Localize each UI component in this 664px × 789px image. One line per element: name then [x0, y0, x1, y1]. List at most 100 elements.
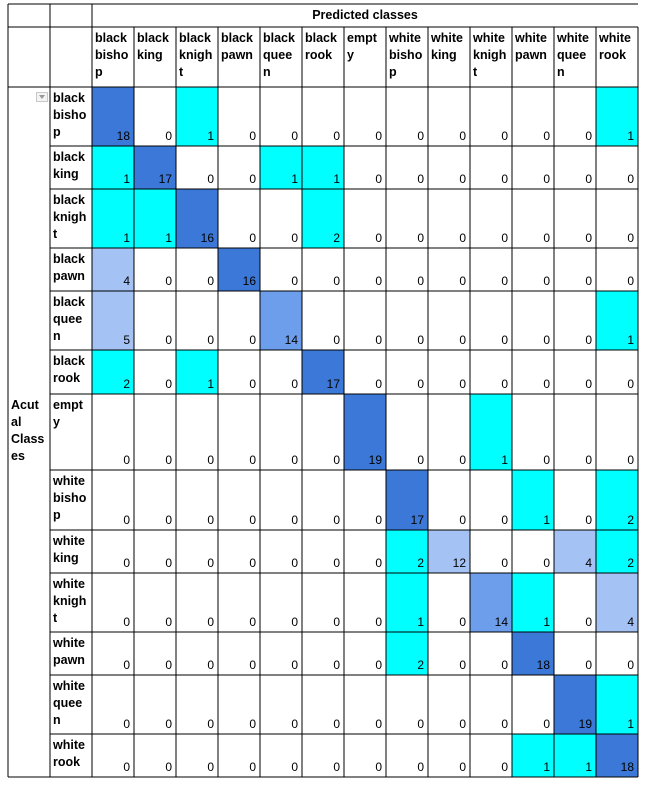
cell-value: 14	[285, 333, 299, 347]
row-label: black bisho p	[53, 91, 87, 139]
cell-value: 0	[207, 513, 214, 527]
heatmap-cell	[596, 734, 638, 777]
col-label: white king	[430, 31, 463, 62]
cell-value: 0	[333, 453, 340, 467]
cell-value: 0	[207, 760, 214, 774]
cell-value: 0	[501, 513, 508, 527]
cell-value: 0	[375, 333, 382, 347]
heatmap-cell	[92, 87, 134, 146]
heatmap-cell	[596, 530, 638, 573]
cell-value: 0	[333, 556, 340, 570]
cell-value: 19	[579, 717, 593, 731]
cell-value: 0	[207, 453, 214, 467]
cell-value: 0	[375, 172, 382, 186]
cell-value: 0	[207, 556, 214, 570]
cell-value: 0	[417, 453, 424, 467]
cell-value: 0	[417, 274, 424, 288]
cell-value: 0	[291, 377, 298, 391]
heatmap-cell	[512, 573, 554, 632]
row-label: white knigh t	[52, 577, 86, 625]
cell-value: 0	[375, 513, 382, 527]
col-label: black pawn	[221, 31, 253, 62]
cell-value: 0	[585, 615, 592, 629]
heatmap-cell	[428, 530, 470, 573]
heatmap-cell	[176, 189, 218, 248]
cell-value: 0	[165, 717, 172, 731]
cell-value: 0	[459, 453, 466, 467]
heatmap-cell	[512, 632, 554, 675]
cell-value: 2	[627, 556, 634, 570]
col-label: black king	[137, 31, 169, 62]
col-label: white rook	[598, 31, 631, 62]
cell-value: 0	[291, 274, 298, 288]
cell-value: 4	[585, 556, 592, 570]
cell-value: 0	[543, 717, 550, 731]
cell-value: 0	[249, 333, 256, 347]
cell-value: 0	[585, 129, 592, 143]
heatmap-cell	[344, 394, 386, 470]
cell-value: 1	[291, 172, 298, 186]
cell-value: 0	[165, 453, 172, 467]
cell-value: 0	[249, 513, 256, 527]
cell-value: 0	[165, 658, 172, 672]
cell-value: 2	[333, 231, 340, 245]
cell-value: 0	[123, 717, 130, 731]
cell-value: 0	[585, 453, 592, 467]
cell-value: 0	[375, 231, 382, 245]
row-label: white pawn	[52, 636, 85, 667]
cell-value: 0	[165, 377, 172, 391]
cell-value: 0	[123, 615, 130, 629]
row-label: white rook	[52, 738, 85, 769]
cell-value: 0	[375, 274, 382, 288]
cell-value: 1	[333, 172, 340, 186]
heatmap-cell	[134, 146, 176, 189]
cell-value: 0	[459, 274, 466, 288]
heatmap-cell	[260, 146, 302, 189]
row-label: black quee n	[53, 295, 85, 343]
cell-value: 0	[585, 274, 592, 288]
cell-value: 0	[375, 377, 382, 391]
cell-value: 0	[207, 274, 214, 288]
heatmap-cell	[596, 291, 638, 350]
row-label: black rook	[53, 354, 85, 385]
row-label: black king	[53, 150, 85, 181]
cell-value: 0	[417, 333, 424, 347]
cell-value: 18	[117, 129, 131, 143]
heatmap-cell	[386, 470, 428, 530]
cell-value: 0	[417, 231, 424, 245]
cell-value: 1	[585, 760, 592, 774]
cell-value: 16	[201, 231, 215, 245]
heatmap-cell	[512, 734, 554, 777]
col-label: white knigh t	[472, 31, 506, 79]
heatmap-cell	[302, 146, 344, 189]
cell-value: 0	[165, 760, 172, 774]
cell-value: 0	[627, 231, 634, 245]
cell-value: 0	[249, 129, 256, 143]
cell-value: 0	[627, 658, 634, 672]
cell-value: 0	[501, 717, 508, 731]
cell-value: 0	[543, 129, 550, 143]
filter-dropdown-icon[interactable]	[36, 92, 48, 102]
cell-value: 0	[417, 129, 424, 143]
cell-value: 0	[165, 556, 172, 570]
cell-value: 0	[333, 615, 340, 629]
cell-value: 0	[333, 274, 340, 288]
cell-value: 5	[123, 333, 130, 347]
heatmap-cell	[470, 573, 512, 632]
cell-value: 1	[123, 172, 130, 186]
cell-value: 0	[585, 172, 592, 186]
cell-value: 0	[333, 658, 340, 672]
cell-value: 0	[585, 231, 592, 245]
cell-value: 0	[123, 453, 130, 467]
cell-value: 0	[459, 615, 466, 629]
cell-value: 0	[207, 615, 214, 629]
col-label: empt y	[347, 31, 378, 62]
col-label: black quee n	[263, 31, 295, 79]
heatmap-cell	[512, 470, 554, 530]
cell-value: 0	[459, 172, 466, 186]
cell-value: 0	[501, 556, 508, 570]
cell-value: 0	[585, 333, 592, 347]
cell-value: 0	[291, 513, 298, 527]
col-label: white bisho p	[388, 31, 423, 79]
